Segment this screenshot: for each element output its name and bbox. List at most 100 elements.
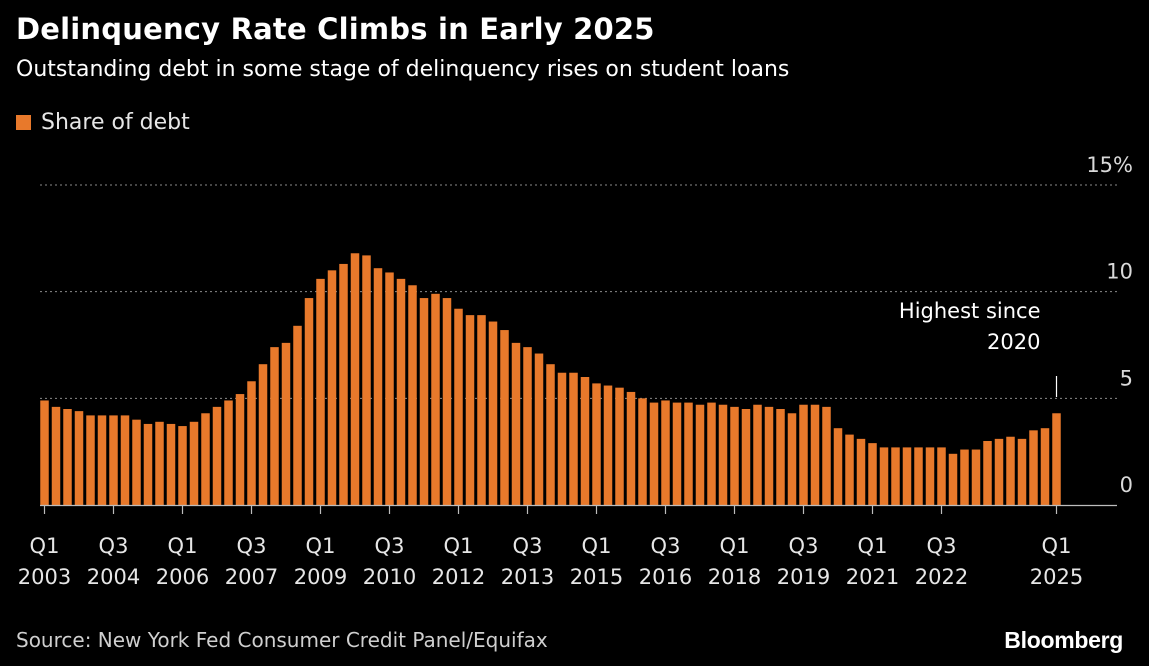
chart-title: Delinquency Rate Climbs in Early 2025 [16, 12, 655, 46]
bar [431, 293, 440, 505]
bar [1029, 430, 1038, 505]
x-tick-label-year: 2019 [777, 565, 830, 589]
bar [810, 404, 820, 505]
bar [143, 423, 153, 505]
chart-subtitle: Outstanding debt in some stage of delinq… [16, 57, 790, 82]
x-tick-label-quarter: Q3 [513, 534, 543, 558]
legend: Share of debt [16, 110, 190, 135]
bar [63, 409, 72, 505]
bar [638, 398, 647, 505]
bar [74, 411, 84, 505]
bar [833, 428, 843, 505]
bar [960, 449, 969, 505]
bar [224, 400, 233, 505]
bar [212, 406, 222, 505]
bar [477, 315, 486, 505]
bar [787, 413, 797, 505]
bar [120, 415, 130, 505]
bar [86, 415, 95, 505]
y-tick-label: 0 [1120, 473, 1133, 497]
bar [569, 372, 578, 505]
bar [937, 447, 946, 505]
bar [166, 423, 176, 505]
x-tick-label-quarter: Q1 [444, 534, 474, 558]
x-tick-label-quarter: Q1 [30, 534, 60, 558]
x-tick-label-year: 2004 [87, 565, 140, 589]
bar [730, 406, 739, 505]
x-tick-label-year: 2010 [363, 565, 416, 589]
bar [925, 447, 935, 505]
x-tick-label-quarter: Q1 [720, 534, 750, 558]
bar [281, 342, 291, 505]
x-tick-label-quarter: Q3 [651, 534, 681, 558]
bar [51, 406, 61, 505]
bar [626, 391, 636, 505]
bar [994, 438, 1004, 505]
bar [235, 394, 245, 505]
bar [902, 447, 912, 505]
x-tick-label-year: 2021 [846, 565, 899, 589]
bar [523, 347, 532, 505]
bar [511, 342, 521, 505]
bar [764, 406, 774, 505]
x-tick-label-quarter: Q1 [858, 534, 888, 558]
annotation-text: Highest since [899, 299, 1041, 323]
x-tick-label-quarter: Q3 [927, 534, 957, 558]
bar [707, 402, 716, 505]
bar [879, 447, 889, 505]
y-tick-label: 10 [1106, 260, 1133, 284]
x-tick-label-quarter: Q1 [582, 534, 612, 558]
bar [891, 447, 900, 505]
bar [1006, 436, 1015, 505]
bar [983, 441, 992, 505]
bar [97, 415, 107, 505]
bar [189, 421, 199, 505]
x-tick-label-year: 2022 [915, 565, 968, 589]
bar [753, 404, 762, 505]
bar [1040, 428, 1050, 505]
bar [948, 453, 958, 505]
bar [419, 298, 429, 505]
x-tick-label-quarter: Q3 [99, 534, 129, 558]
source-note: Source: New York Fed Consumer Credit Pan… [16, 628, 548, 652]
bar [868, 443, 877, 505]
y-tick-label: 5 [1120, 366, 1133, 390]
bar [362, 255, 371, 505]
bloomberg-logo: Bloomberg [1004, 627, 1123, 653]
bar [845, 434, 854, 505]
bar [247, 381, 256, 505]
x-tick-label-quarter: Q1 [1042, 534, 1072, 558]
bar [592, 383, 601, 505]
x-tick-label-year: 2009 [294, 565, 347, 589]
x-tick-label-quarter: Q3 [237, 534, 267, 558]
bar [856, 438, 866, 505]
bar [718, 404, 728, 505]
bar [442, 298, 452, 505]
bar [385, 272, 394, 505]
bar [684, 402, 693, 505]
bar [580, 377, 590, 505]
bar [776, 409, 785, 505]
bar [350, 253, 360, 505]
bar [327, 270, 337, 505]
bar [454, 308, 463, 505]
bar [500, 330, 509, 505]
x-tick-label-quarter: Q1 [306, 534, 336, 558]
bar [799, 404, 808, 505]
bar [373, 268, 383, 505]
bar [741, 409, 751, 505]
bar [557, 372, 567, 505]
bar [178, 426, 187, 505]
bar [132, 419, 141, 505]
x-tick-label-year: 2025 [1030, 565, 1083, 589]
bar [914, 447, 923, 505]
x-tick-label-year: 2018 [708, 565, 761, 589]
x-tick-label-quarter: Q1 [168, 534, 198, 558]
bar [1017, 438, 1027, 505]
bar [822, 406, 831, 505]
legend-swatch [16, 115, 31, 130]
y-tick-label: 15% [1086, 153, 1133, 177]
bar [603, 385, 613, 505]
bar [672, 402, 682, 505]
